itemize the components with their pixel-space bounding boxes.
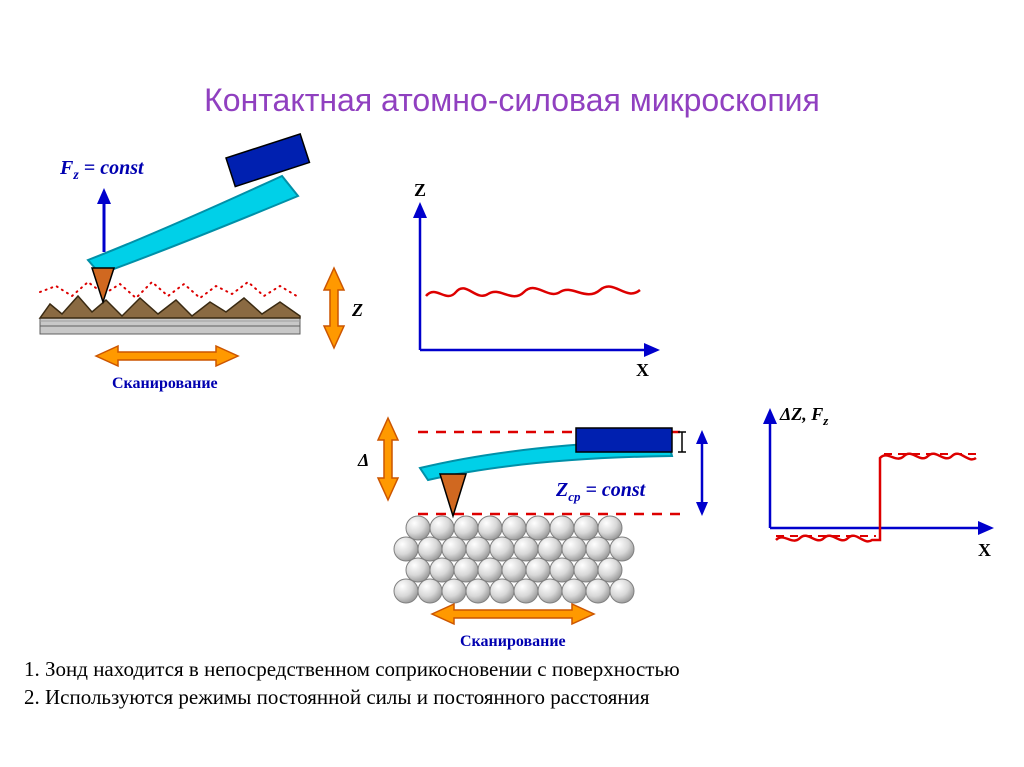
chart2-x-label: X	[978, 540, 991, 560]
scan-arrow-1-icon	[96, 346, 238, 366]
chart1-x-label: X	[636, 360, 649, 380]
diagram-1: Fz = const Z Сканирование	[40, 134, 363, 392]
chart-2: ΔZ, Fz X	[763, 404, 994, 560]
chart1-z-label: Z	[414, 180, 426, 200]
atom-spheres	[394, 516, 634, 603]
scan-label-2: Сканирование	[460, 633, 566, 650]
delta-label: Δ	[357, 450, 369, 470]
chart2-y-label: ΔZ, Fz	[779, 404, 829, 428]
scan-arrow-2-icon	[432, 604, 594, 624]
delta-arrow-icon	[378, 418, 398, 500]
z-label-1: Z	[351, 300, 363, 320]
diagram-2: Δ Zcp = const	[357, 418, 708, 650]
z-double-arrow-icon	[324, 268, 344, 348]
diagram-canvas: Fz = const Z Сканирование Z X Δ	[0, 0, 1024, 767]
chart-1: Z X	[413, 180, 660, 380]
fz-arrow-icon	[97, 188, 111, 252]
scan-label-1: Сканирование	[112, 375, 218, 392]
zcp-label: Zcp = const	[555, 479, 647, 504]
fz-label: Fz = const	[59, 157, 145, 183]
